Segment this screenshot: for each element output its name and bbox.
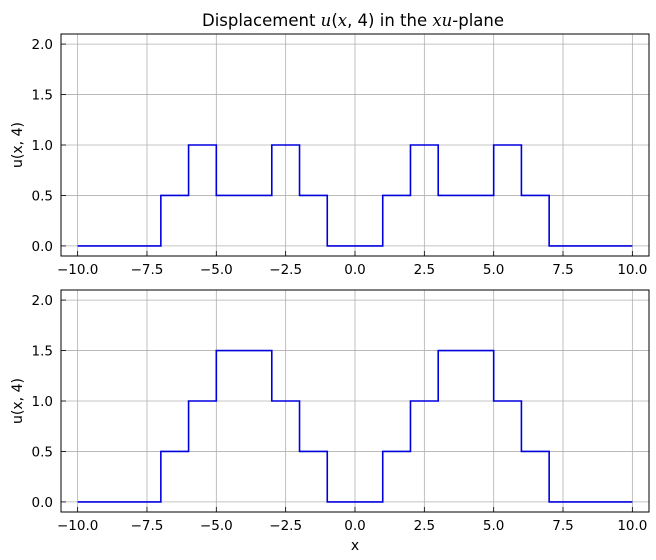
bottom-x-tick-label: −10.0 — [57, 518, 98, 534]
top-x-tick-label: 10.0 — [617, 262, 647, 278]
top-x-tick-label: 7.5 — [552, 262, 573, 278]
bottom-y-tick-label: 0.5 — [32, 444, 53, 460]
bottom-x-tick-label: −5.0 — [200, 518, 233, 534]
bottom-y-tick-label: 0.0 — [32, 495, 53, 511]
top-x-tick-label: 2.5 — [414, 262, 435, 278]
bottom-y-tick-label: 2.0 — [32, 293, 53, 309]
top-y-tick-label: 0.0 — [32, 239, 53, 255]
top-y-axis-label: u(x, 4) — [10, 122, 26, 168]
bottom-chart: −10.0 −7.5 −5.0 −2.5 0.0 2.5 5.0 7.5 10.0 0.0 0.5 1… — [10, 289, 650, 554]
top-chart-title: Displacement u(x, 4) in the xu-plane — [202, 11, 504, 30]
bottom-plot-frame — [60, 289, 650, 513]
top-x-tick-label: −7.5 — [131, 262, 164, 278]
bottom-x-tick-label: −2.5 — [269, 518, 302, 534]
top-x-tick-label: −5.0 — [200, 262, 233, 278]
top-x-tick-label: 5.0 — [483, 262, 504, 278]
top-y-tick-label: 0.5 — [32, 188, 53, 204]
top-y-tick-label: 2.0 — [32, 37, 53, 53]
bottom-x-tick-label: 7.5 — [552, 518, 573, 534]
top-x-tick-label: −10.0 — [57, 262, 98, 278]
top-x-tick-label: 0.0 — [344, 262, 365, 278]
bottom-series-line — [77, 349, 633, 503]
bottom-y-axis-label: u(x, 4) — [10, 378, 26, 424]
bottom-x-tick-label: −7.5 — [131, 518, 164, 534]
bottom-y-tick-label: 1.5 — [32, 344, 53, 360]
bottom-x-axis-label: x — [351, 538, 359, 554]
top-x-tick-label: −2.5 — [269, 262, 302, 278]
bottom-x-tick-label: 10.0 — [617, 518, 647, 534]
top-plot-frame — [60, 33, 650, 257]
top-y-tick-label: 1.5 — [32, 88, 53, 104]
top-y-tick-label: 1.0 — [32, 138, 53, 154]
bottom-x-tick-label: 0.0 — [344, 518, 365, 534]
bottom-x-tick-label: 2.5 — [414, 518, 435, 534]
top-chart: −10.0 −7.5 −5.0 −2.5 0.0 2.5 5.0 7.5 10.0 0.0 0.5 1… — [10, 33, 650, 278]
bottom-x-tick-label: 5.0 — [483, 518, 504, 534]
top-series-line — [77, 144, 633, 247]
bottom-y-tick-label: 1.0 — [32, 394, 53, 410]
